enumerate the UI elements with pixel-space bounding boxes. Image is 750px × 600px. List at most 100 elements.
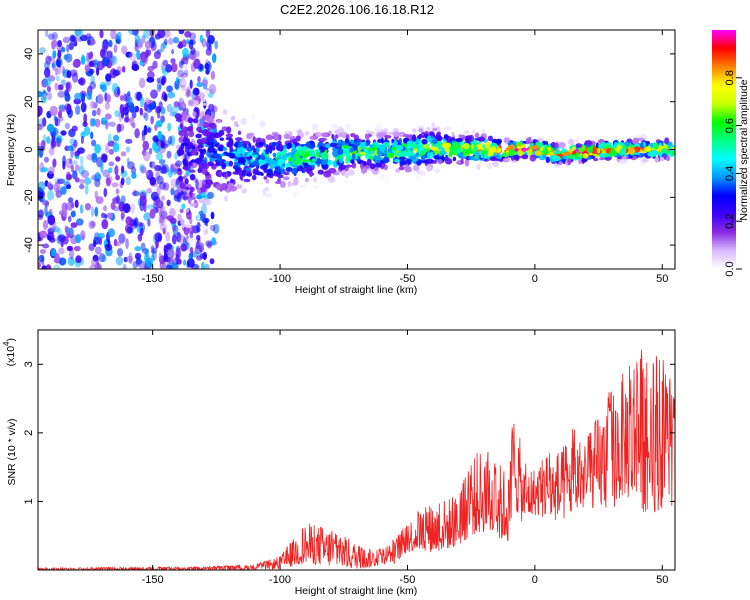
spectrogram-blob	[105, 73, 112, 82]
spectrogram-blob	[195, 179, 199, 190]
spectrogram-blob	[277, 158, 285, 166]
spectrogram-blob	[94, 178, 101, 188]
spectrogram-blob	[215, 132, 222, 138]
spectrogram-blob	[671, 150, 675, 156]
spectrogram-blob	[125, 146, 131, 153]
snr-frame	[37, 329, 676, 571]
spectrogram-blob	[45, 55, 52, 65]
spectrogram-blob	[516, 145, 523, 150]
spectrogram-blob	[340, 131, 348, 138]
spectrogram-blob	[243, 178, 251, 183]
spectrogram-blob	[562, 151, 571, 156]
spectrogram-blob	[172, 225, 179, 236]
spectrogram-blob	[464, 159, 470, 167]
spectrogram-blob	[490, 145, 497, 153]
spectrogram-blob	[158, 159, 166, 165]
spectrogram-blob	[647, 151, 655, 157]
spectrogram-blob	[170, 187, 175, 196]
spectrogram-blob	[323, 170, 332, 178]
spectrogram-blob	[259, 120, 266, 128]
spectrogram-blob	[120, 211, 125, 219]
spectrogram-blob	[188, 99, 194, 106]
spectrogram-blob	[406, 140, 412, 146]
spectrogram-blob	[297, 165, 303, 172]
spectrogram-blob	[456, 160, 462, 164]
spectrogram-blob	[209, 258, 215, 265]
spectrogram-blob	[238, 157, 241, 164]
spectrogram-blob	[344, 138, 349, 144]
spectrogram-blob	[162, 227, 166, 235]
spectrogram-blob	[582, 153, 589, 159]
spectrogram-blob	[118, 111, 123, 122]
spectrogram-blob	[55, 68, 59, 76]
spectrogram-blob	[266, 192, 270, 197]
spectrogram-blob	[69, 248, 75, 260]
spectrogram-blob	[228, 138, 234, 146]
spectrogram-blob	[444, 142, 452, 148]
spectrogram-blob	[179, 182, 187, 189]
x-tick-label: -100	[269, 273, 291, 285]
spectrogram-blob	[527, 149, 533, 156]
spectrogram-blob	[87, 52, 93, 60]
spectrogram-blob	[42, 264, 47, 269]
spectrogram-blob	[143, 30, 151, 39]
spectrogram-blob	[492, 160, 499, 167]
spectrogram-blob	[166, 199, 171, 207]
spectrogram-blob	[163, 249, 169, 259]
spectrogram-blob	[46, 123, 55, 133]
spectrogram-blob	[269, 159, 277, 164]
spectrogram-blob	[264, 153, 270, 158]
spectrogram-blob	[195, 133, 202, 139]
spectrogram-blob	[170, 178, 178, 189]
spectrogram-blob	[245, 167, 252, 172]
x-tick-label: 50	[656, 574, 668, 586]
spectrogram-blob	[60, 130, 67, 136]
spectrogram-blob	[165, 64, 173, 73]
spectrogram-blob	[145, 257, 153, 268]
snr-background	[38, 330, 675, 570]
spectrogram-blob	[225, 133, 234, 138]
spectrogram-blob	[46, 54, 51, 64]
spectrogram-blob	[245, 173, 252, 177]
spectrogram-blob	[142, 140, 150, 151]
spectrogram-blob	[79, 183, 85, 190]
spectrogram-blob	[255, 146, 260, 153]
spectrogram-blob	[177, 192, 182, 196]
spectrogram-blob	[88, 243, 95, 252]
spectrogram-blob	[196, 234, 201, 241]
spectrogram-blob	[183, 259, 187, 266]
spectrogram-blob	[552, 155, 561, 162]
spectrogram-blob	[139, 227, 144, 236]
spectrogram-blob	[114, 165, 119, 176]
spectrogram-blob	[241, 169, 246, 177]
spectrogram-blob	[242, 140, 251, 145]
spectrogram-blob	[144, 40, 152, 49]
spectrogram-blob	[55, 57, 63, 68]
spectrogram-blob	[161, 67, 167, 74]
spectrogram-blob	[81, 170, 90, 179]
spectrogram-blob	[245, 146, 254, 152]
spectrogram-blob	[51, 39, 58, 48]
spectrogram-blob	[391, 138, 395, 143]
spectrogram-blob	[56, 43, 64, 52]
spectrogram-blob	[160, 205, 165, 213]
spectrogram-blob	[174, 152, 178, 160]
figure-title: C2E2.2026.106.16.18.R12	[280, 2, 434, 17]
spectrogram-blob	[202, 251, 207, 261]
spectrogram-blob	[79, 204, 84, 214]
spectrogram-blob	[128, 30, 136, 35]
spectrogram-blob	[292, 138, 297, 145]
spectrogram-blob	[312, 185, 320, 190]
spectrogram-blob	[211, 113, 215, 118]
spectrogram-blob	[197, 76, 201, 83]
colorbar-tick-label: 0.8	[724, 70, 736, 85]
spectrogram-blob	[567, 157, 572, 166]
spectrogram-blob	[186, 38, 190, 45]
spectrogram-blob	[150, 245, 155, 254]
spectrogram-blob	[57, 90, 65, 98]
spectrogram-blob	[159, 181, 167, 190]
spectrogram-blob	[157, 30, 166, 39]
spectrogram-blob	[154, 199, 159, 206]
spectrogram-blob	[210, 70, 215, 80]
spectrogram-blob	[140, 166, 147, 174]
